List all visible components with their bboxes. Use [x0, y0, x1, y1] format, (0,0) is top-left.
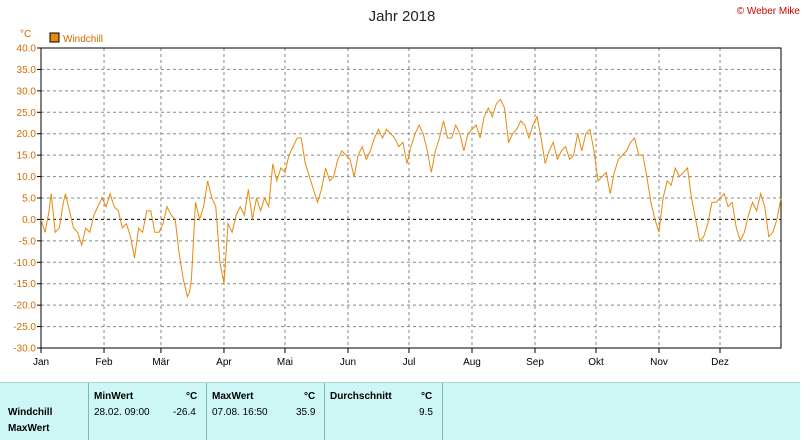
avg-header: Durchschnitt [330, 391, 392, 402]
x-axis-ticks: Jan Feb Mär Apr Mai Jun Jul Aug Sep Okt Nov Dez [33, 348, 729, 368]
x-tick-label: Mär [152, 357, 170, 368]
y-tick-label: 25.0 [17, 108, 37, 119]
legend-label: Windchill [63, 34, 103, 45]
x-tick-label: Dez [711, 357, 729, 368]
min-unit-header: °C [186, 391, 198, 402]
y-tick-label: -5.0 [19, 236, 37, 247]
min-time: 28.02. 09:00 [94, 407, 150, 418]
min-value: -26.4 [173, 407, 196, 418]
stats-divider [206, 383, 207, 440]
chart-title: Jahr 2018 [369, 8, 436, 25]
x-tick-label: Apr [216, 357, 232, 368]
x-tick-label: Feb [95, 357, 113, 368]
stats-row-label-maxwert: MaxWert [8, 423, 50, 434]
copyright-text: © Weber Mike [737, 6, 801, 17]
y-tick-label: -20.0 [13, 301, 36, 312]
max-unit-header: °C [304, 391, 316, 402]
y-tick-label: -10.0 [13, 258, 36, 269]
y-tick-label: -15.0 [13, 279, 36, 290]
legend-swatch [49, 32, 60, 43]
max-value: 35.9 [296, 407, 316, 418]
avg-unit-header: °C [421, 391, 433, 402]
y-tick-label: 30.0 [17, 86, 37, 97]
stats-divider [442, 383, 443, 440]
y-tick-label: 20.0 [17, 129, 37, 140]
max-header: MaxWert [212, 391, 254, 402]
windchill-chart: Jahr 2018 © Weber Mike °C Windchill 40.0… [13, 6, 801, 368]
stats-divider [324, 383, 325, 440]
stats-divider [88, 383, 89, 440]
x-tick-label: Nov [650, 357, 668, 368]
x-tick-label: Jun [340, 357, 356, 368]
series-windchill [40, 98, 782, 299]
y-tick-label: 10.0 [17, 172, 37, 183]
y-axis-unit: °C [20, 29, 31, 40]
stats-row-label-windchill: Windchill [8, 407, 53, 418]
x-tick-label: Sep [526, 357, 544, 368]
chart-grid [41, 47, 781, 349]
y-axis-ticks: 40.0 35.0 30.0 25.0 20.0 15.0 10.0 5.0 0.0 -5.0 -1… [13, 44, 41, 355]
x-tick-label: Jul [403, 357, 416, 368]
avg-value: 9.5 [419, 407, 433, 418]
x-tick-label: Mai [277, 357, 293, 368]
x-tick-label: Aug [463, 357, 481, 368]
y-tick-label: 40.0 [17, 44, 37, 55]
y-tick-label: 5.0 [22, 194, 36, 205]
min-header: MinWert [94, 391, 134, 402]
max-time: 07.08. 16:50 [212, 407, 268, 418]
y-tick-label: -25.0 [13, 322, 36, 333]
y-tick-label: 0.0 [22, 215, 36, 226]
x-tick-label: Jan [33, 357, 49, 368]
x-tick-label: Okt [588, 357, 604, 368]
y-tick-label: -30.0 [13, 344, 36, 355]
y-tick-label: 35.0 [17, 65, 37, 76]
statistics-panel: Windchill MaxWert MinWert °C 28.02. 09:0… [0, 382, 800, 440]
y-tick-label: 15.0 [17, 151, 37, 162]
